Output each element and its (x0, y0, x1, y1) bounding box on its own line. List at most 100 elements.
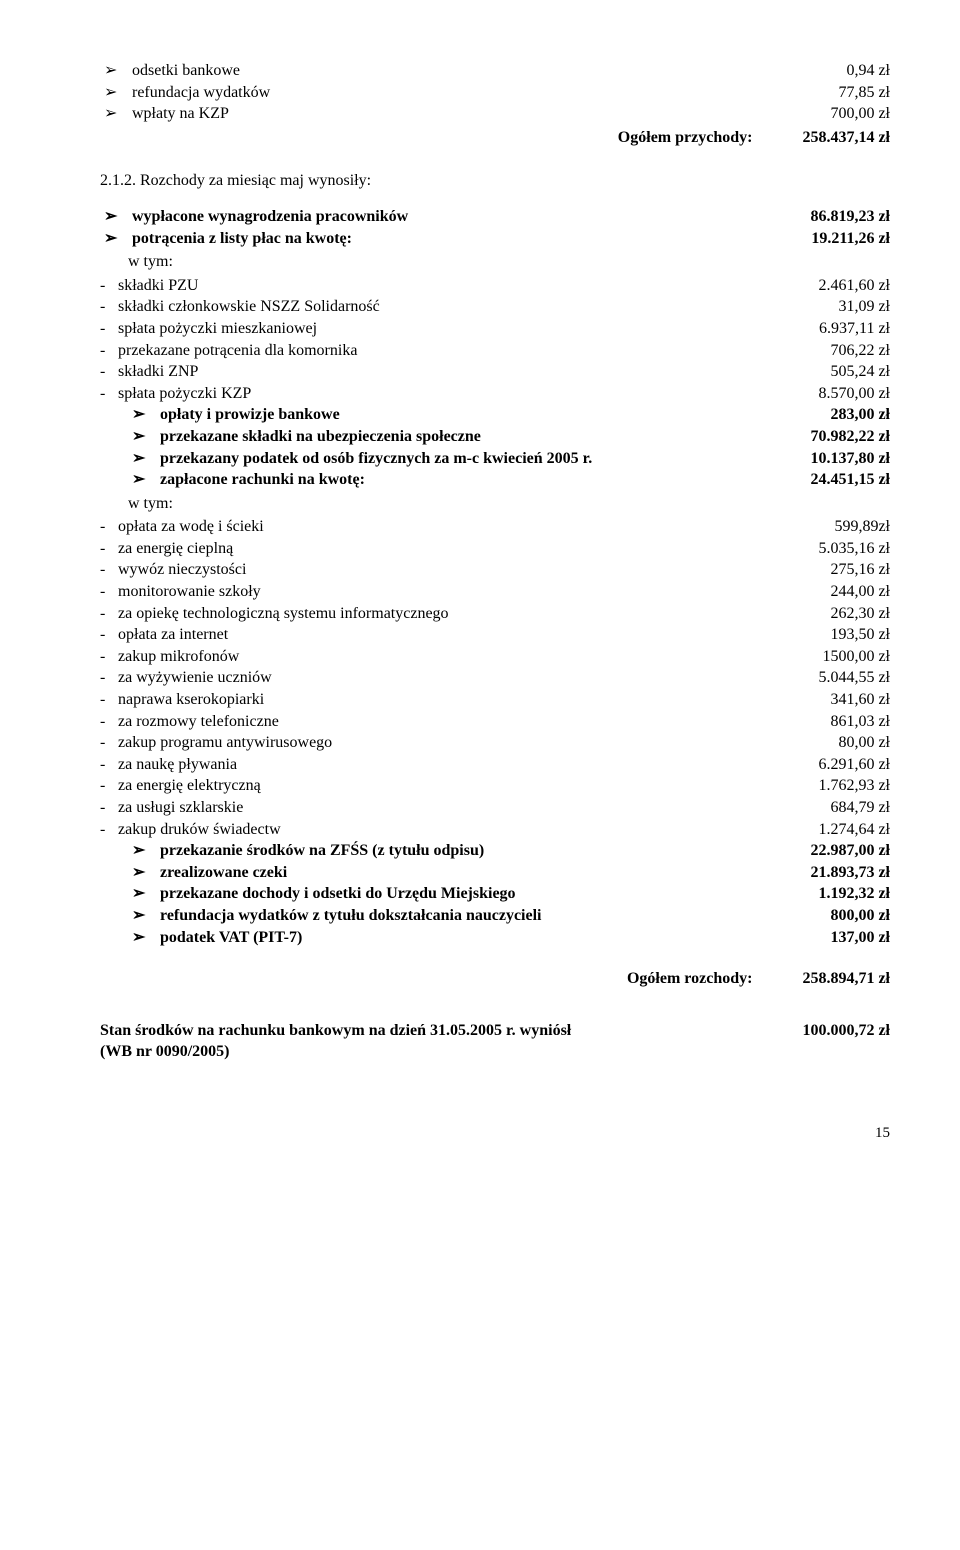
item-label: zrealizowane czeki (128, 862, 790, 884)
dash-item: za wyżywienie uczniów5.044,55 zł (100, 667, 890, 689)
dash-item: za energię elektryczną1.762,93 zł (100, 775, 890, 797)
bullet-item: podatek VAT (PIT-7)137,00 zł (100, 927, 890, 949)
item-value: 505,24 zł (810, 361, 890, 383)
item-label: przekazane potrącenia dla komornika (100, 340, 810, 362)
wtym-label: w tym: (100, 251, 890, 273)
item-value: 5.035,16 zł (798, 538, 890, 560)
footer-line2: (WB nr 0090/2005) (100, 1041, 890, 1063)
item-label: zakup mikrofonów (100, 646, 802, 668)
item-value: 6.291,60 zł (798, 754, 890, 776)
item-label: opłaty i prowizje bankowe (128, 404, 810, 426)
item-label: zakup druków świadectw (100, 819, 798, 841)
item-value: 800,00 zł (810, 905, 890, 927)
dash-item: składki ZNP505,24 zł (100, 361, 890, 383)
item-label: przekazany podatek od osób fizycznych za… (128, 448, 790, 470)
section-heading: 2.1.2. Rozchody za miesiąc maj wynosiły: (100, 170, 890, 192)
item-label: za naukę pływania (100, 754, 798, 776)
item-label: naprawa kserokopiarki (100, 689, 810, 711)
item-value: 341,60 zł (810, 689, 890, 711)
item-label: przekazanie środków na ZFŚS (z tytułu od… (128, 840, 790, 862)
item-value: 599,89zł (814, 516, 890, 538)
item-label: za energię elektryczną (100, 775, 798, 797)
item-label: spłata pożyczki mieszkaniowej (100, 318, 799, 340)
item-label: opłata za internet (100, 624, 810, 646)
bullet-item: zrealizowane czeki21.893,73 zł (100, 862, 890, 884)
item-label: przekazane składki na ubezpieczenia społ… (128, 426, 790, 448)
item-value: 10.137,80 zł (790, 448, 890, 470)
top-item-label: refundacja wydatków (100, 82, 818, 104)
bullet-item: potrącenia z listy płac na kwotę:19.211,… (100, 228, 890, 250)
item-label: refundacja wydatków z tytułu dokształcan… (128, 905, 810, 927)
item-label: za rozmowy telefoniczne (100, 711, 810, 733)
item-label: składki członkowskie NSZZ Solidarność (100, 296, 818, 318)
item-label: wywóz nieczystości (100, 559, 810, 581)
item-value: 283,00 zł (810, 404, 890, 426)
item-label: za usługi szklarskie (100, 797, 810, 819)
item-value: 31,09 zł (818, 296, 890, 318)
item-label: przekazane dochody i odsetki do Urzędu M… (128, 883, 798, 905)
top-item-value: 700,00 zł (810, 103, 890, 125)
main-total-value: 258.894,71 zł (782, 968, 890, 990)
dash-item: składki PZU2.461,60 zł (100, 275, 890, 297)
item-label: za wyżywienie uczniów (100, 667, 798, 689)
item-label: zakup programu antywirusowego (100, 732, 818, 754)
top-total-label: Ogółem przychody: (100, 127, 782, 149)
item-value: 80,00 zł (818, 732, 890, 754)
item-label: wypłacone wynagrodzenia pracowników (100, 206, 790, 228)
item-value: 1.274,64 zł (798, 819, 890, 841)
top-item: wpłaty na KZP700,00 zł (100, 103, 890, 125)
item-value: 1500,00 zł (802, 646, 890, 668)
main-total-row: Ogółem rozchody: 258.894,71 zł (100, 968, 890, 990)
bullet-item: wypłacone wynagrodzenia pracowników86.81… (100, 206, 890, 228)
dash-item: opłata za internet193,50 zł (100, 624, 890, 646)
item-value: 19.211,26 zł (791, 228, 890, 250)
item-value: 5.044,55 zł (798, 667, 890, 689)
top-item: odsetki bankowe0,94 zł (100, 60, 890, 82)
footer-block: Stan środków na rachunku bankowym na dzi… (100, 1020, 890, 1063)
item-value: 21.893,73 zł (790, 862, 890, 884)
dash-item: zakup mikrofonów1500,00 zł (100, 646, 890, 668)
bullet-item: refundacja wydatków z tytułu dokształcan… (100, 905, 890, 927)
item-label: potrącenia z listy płac na kwotę: (100, 228, 791, 250)
item-value: 684,79 zł (810, 797, 890, 819)
dash-item: zakup programu antywirusowego80,00 zł (100, 732, 890, 754)
footer-value: 100.000,72 zł (802, 1020, 890, 1042)
dash-item: spłata pożyczki mieszkaniowej6.937,11 zł (100, 318, 890, 340)
wtym-label: w tym: (100, 493, 890, 515)
item-value: 193,50 zł (810, 624, 890, 646)
page-number: 15 (100, 1123, 890, 1143)
item-label: opłata za wodę i ścieki (100, 516, 814, 538)
item-label: monitorowanie szkoły (100, 581, 810, 603)
dash-item: za rozmowy telefoniczne861,03 zł (100, 711, 890, 733)
dash-item: przekazane potrącenia dla komornika706,2… (100, 340, 890, 362)
dash-item: monitorowanie szkoły244,00 zł (100, 581, 890, 603)
item-value: 137,00 zł (810, 927, 890, 949)
dash-item: za naukę pływania6.291,60 zł (100, 754, 890, 776)
main-list: wypłacone wynagrodzenia pracowników86.81… (100, 206, 890, 948)
footer-line1: Stan środków na rachunku bankowym na dzi… (100, 1020, 571, 1042)
dash-item: składki członkowskie NSZZ Solidarność31,… (100, 296, 890, 318)
item-value: 2.461,60 zł (798, 275, 890, 297)
item-value: 706,22 zł (810, 340, 890, 362)
dash-item: spłata pożyczki KZP8.570,00 zł (100, 383, 890, 405)
item-label: zapłacone rachunki na kwotę: (128, 469, 790, 491)
dash-item: wywóz nieczystości275,16 zł (100, 559, 890, 581)
item-value: 6.937,11 zł (799, 318, 890, 340)
item-label: za energię cieplną (100, 538, 798, 560)
top-total-row: Ogółem przychody: 258.437,14 zł (100, 127, 890, 149)
dash-item: opłata za wodę i ścieki599,89zł (100, 516, 890, 538)
top-item-label: odsetki bankowe (100, 60, 826, 82)
item-value: 275,16 zł (810, 559, 890, 581)
bullet-item: przekazane dochody i odsetki do Urzędu M… (100, 883, 890, 905)
item-value: 22.987,00 zł (790, 840, 890, 862)
item-value: 86.819,23 zł (790, 206, 890, 228)
item-value: 244,00 zł (810, 581, 890, 603)
dash-item: za energię cieplną5.035,16 zł (100, 538, 890, 560)
bullet-item: opłaty i prowizje bankowe283,00 zł (100, 404, 890, 426)
item-value: 861,03 zł (810, 711, 890, 733)
dash-item: zakup druków świadectw1.274,64 zł (100, 819, 890, 841)
dash-item: naprawa kserokopiarki341,60 zł (100, 689, 890, 711)
item-value: 262,30 zł (810, 603, 890, 625)
item-value: 8.570,00 zł (798, 383, 890, 405)
item-value: 70.982,22 zł (790, 426, 890, 448)
